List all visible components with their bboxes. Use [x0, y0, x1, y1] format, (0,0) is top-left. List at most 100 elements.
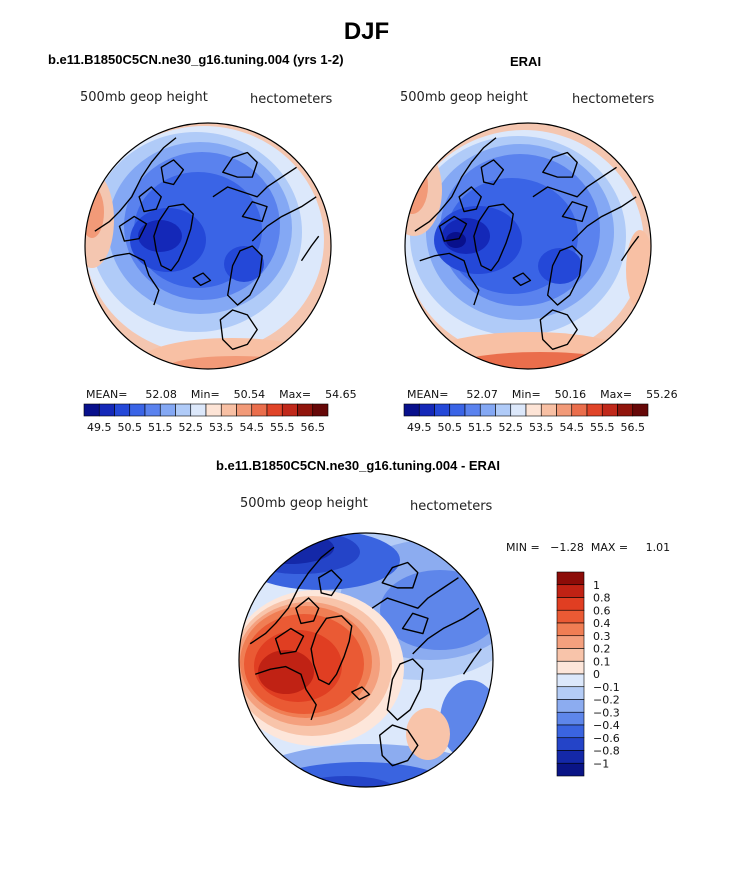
- colorbar-tick-label: 51.5: [468, 421, 493, 434]
- colorbar-swatch: [556, 750, 585, 764]
- colorbar-swatch: [525, 403, 542, 417]
- map-erai-polar: [404, 122, 652, 370]
- colorbar-swatch: [556, 660, 585, 675]
- panel-diff-variable-label: 500mb geop height: [240, 496, 368, 511]
- colorbar-level-label: 0.6: [593, 604, 611, 617]
- colorbar-swatch: [83, 403, 100, 417]
- colorbar-swatch: [556, 711, 585, 726]
- max-label: Max=: [279, 388, 312, 401]
- colorbar-swatch: [495, 403, 512, 417]
- panel-diff-units-label: hectometers: [410, 499, 493, 514]
- colorbar-level-label: −0.1: [593, 681, 620, 694]
- colorbar-tick-label: 55.5: [270, 421, 295, 434]
- max-value: 54.65: [325, 388, 357, 401]
- colorbar-tick-label: 56.5: [301, 421, 326, 434]
- colorbar-tick-label: 50.5: [438, 421, 463, 434]
- colorbar-swatch: [479, 403, 496, 417]
- colorbar-swatch: [205, 403, 222, 417]
- map-diff-polar: [238, 532, 494, 788]
- colorbar-swatch: [98, 403, 115, 417]
- colorbar-level-label: −0.3: [593, 706, 620, 719]
- colorbar-tick-label: 53.5: [209, 421, 234, 434]
- min-label: Min=: [511, 388, 541, 401]
- panel-erai-variable-label: 500mb geop height: [400, 90, 528, 105]
- mean-value: 52.07: [466, 388, 498, 401]
- colorbar-swatch: [586, 403, 603, 417]
- colorbar-swatch: [236, 403, 253, 417]
- colorbar-level-label: 0.2: [593, 643, 611, 656]
- colorbar-swatch: [556, 699, 585, 713]
- colorbar-swatch: [556, 597, 585, 611]
- colorbar-level-label: −0.8: [593, 745, 620, 758]
- colorbar-swatch: [540, 403, 557, 417]
- colorbar-swatch: [556, 635, 585, 649]
- colorbar-swatch: [556, 686, 585, 700]
- colorbar-swatch: [251, 403, 268, 417]
- colorbar-swatch: [449, 403, 466, 417]
- colorbar-swatch: [464, 403, 481, 417]
- panel-erai-units-label: hectometers: [572, 92, 655, 107]
- colorbar-tick-label: 52.5: [499, 421, 524, 434]
- colorbar-swatch: [510, 403, 527, 417]
- panel-model-units-label: hectometers: [250, 92, 333, 107]
- colorbar-swatch: [556, 571, 585, 586]
- colorbar-tick-label: 55.5: [590, 421, 615, 434]
- colorbar-level-label: −1: [593, 757, 609, 770]
- colorbar-level-label: 0.1: [593, 655, 611, 668]
- min-value: 50.54: [233, 388, 266, 401]
- colorbar-swatch: [556, 648, 585, 662]
- colorbar-tick-label: 52.5: [179, 421, 204, 434]
- colorbar-swatch: [190, 403, 207, 417]
- colorbar-swatch: [601, 403, 618, 417]
- colorbar-tick-label: 49.5: [87, 421, 112, 434]
- panel-model-stats: MEAN= 52.08 Min= 50.54 Max= 54.65: [86, 388, 357, 401]
- max-value: 55.26: [646, 388, 678, 401]
- map-model-polar: [84, 122, 332, 370]
- colorbar-swatch: [556, 673, 585, 688]
- colorbar-tick-label: 51.5: [148, 421, 173, 434]
- mean-value: 52.08: [145, 388, 177, 401]
- colorbar-level-label: 0.3: [593, 630, 611, 643]
- page-title: DJF: [343, 18, 390, 45]
- panel-erai-stats: MEAN= 52.07 Min= 50.16 Max= 55.26: [407, 388, 678, 401]
- colorbar-swatch: [556, 584, 585, 598]
- colorbar-swatch: [556, 737, 585, 751]
- colorbar-swatch: [220, 403, 237, 417]
- colorbar-model: 49.5 50.5 51.5 52.5 53.5 54.5 55.5 56.5: [83, 403, 329, 434]
- mean-label: MEAN=: [86, 388, 128, 401]
- colorbar-diff: 10.80.60.40.30.20.10−0.1−0.2−0.3−0.4−0.6…: [556, 571, 620, 777]
- colorbar-tick-label: 56.5: [621, 421, 646, 434]
- colorbar-level-label: 0.4: [593, 617, 611, 630]
- colorbar-swatch: [556, 403, 573, 417]
- colorbar-swatch: [556, 622, 585, 637]
- max-label: Max=: [600, 388, 633, 401]
- min-value: 50.16: [554, 388, 587, 401]
- colorbar-swatch: [617, 403, 634, 417]
- colorbar-swatch: [403, 403, 420, 417]
- colorbar-level-label: 0.8: [593, 592, 611, 605]
- colorbar-tick-label: 54.5: [560, 421, 585, 434]
- colorbar-level-label: 1: [593, 579, 600, 592]
- colorbar-level-label: 0: [593, 668, 600, 681]
- colorbar-swatch: [556, 609, 585, 624]
- colorbar-swatch: [281, 403, 298, 417]
- panel-diff-subtitle: b.e11.B1850C5CN.ne30_g16.tuning.004 - ER…: [216, 458, 500, 473]
- min-label: Min=: [190, 388, 220, 401]
- panel-model-variable-label: 500mb geop height: [80, 90, 208, 105]
- colorbar-level-label: −0.6: [593, 732, 620, 745]
- panel-erai-subtitle: ERAI: [510, 54, 542, 69]
- colorbar-swatch: [266, 403, 283, 417]
- colorbar-swatch: [418, 403, 435, 417]
- colorbar-swatch: [434, 403, 451, 417]
- colorbar-swatch: [159, 403, 176, 417]
- colorbar-swatch: [312, 403, 329, 417]
- colorbar-tick-label: 49.5: [407, 421, 432, 434]
- panel-diff-minmax: MIN = −1.28 MAX = 1.01: [506, 541, 671, 554]
- colorbar-tick-label: 53.5: [529, 421, 554, 434]
- colorbar-swatch: [556, 762, 585, 777]
- colorbar-tick-label: 54.5: [240, 421, 265, 434]
- mean-label: MEAN=: [407, 388, 449, 401]
- panel-model-subtitle: b.e11.B1850C5CN.ne30_g16.tuning.004 (yrs…: [48, 52, 344, 67]
- colorbar-swatch: [175, 403, 192, 417]
